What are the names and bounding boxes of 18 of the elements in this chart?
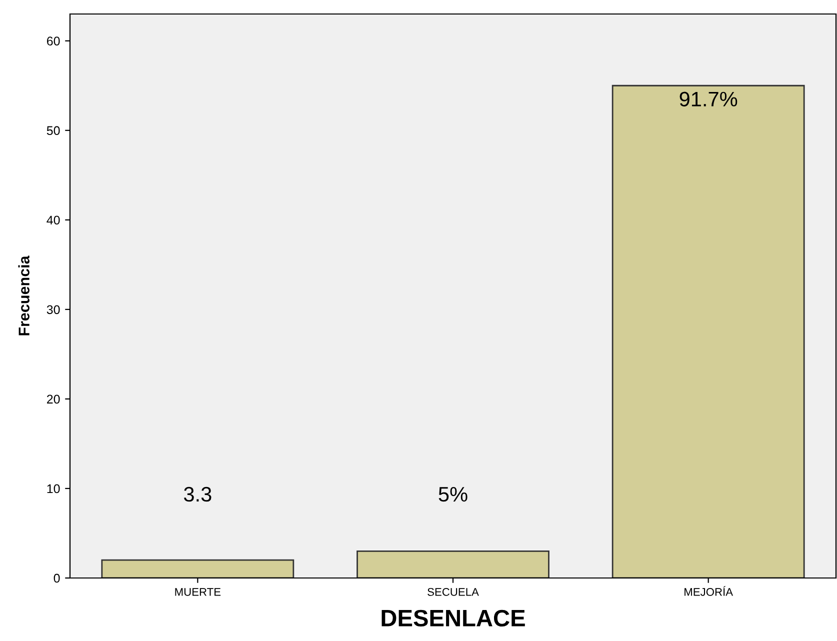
y-tick-label: 10 bbox=[47, 484, 60, 494]
x-tick-label: MUERTE bbox=[175, 588, 221, 596]
y-axis-title: Frecuencia bbox=[18, 256, 30, 336]
bar bbox=[612, 84, 805, 578]
annotation: 5% bbox=[438, 487, 468, 502]
bar bbox=[356, 550, 550, 578]
y-tick-label: 40 bbox=[46, 216, 60, 225]
bar bbox=[101, 559, 294, 578]
x-tick-label: MEJORÍA bbox=[684, 586, 734, 596]
x-axis-title: DESENLACE bbox=[382, 610, 525, 627]
y-tick-label: 30 bbox=[46, 305, 60, 314]
y-tick-label: 0 bbox=[54, 574, 60, 583]
y-tick-label: 50 bbox=[46, 126, 60, 136]
annotation: 91.7% bbox=[680, 92, 738, 106]
x-tick-label: SECUELA bbox=[428, 588, 479, 596]
annotation: 3.3 bbox=[184, 486, 212, 502]
y-tick-label: 60 bbox=[47, 36, 60, 46]
y-tick-label: 20 bbox=[47, 394, 60, 404]
